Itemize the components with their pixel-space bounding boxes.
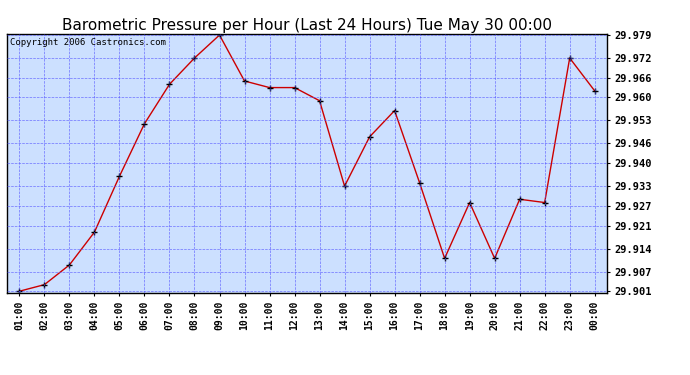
Title: Barometric Pressure per Hour (Last 24 Hours) Tue May 30 00:00: Barometric Pressure per Hour (Last 24 Ho… — [62, 18, 552, 33]
Text: Copyright 2006 Castronics.com: Copyright 2006 Castronics.com — [10, 38, 166, 46]
